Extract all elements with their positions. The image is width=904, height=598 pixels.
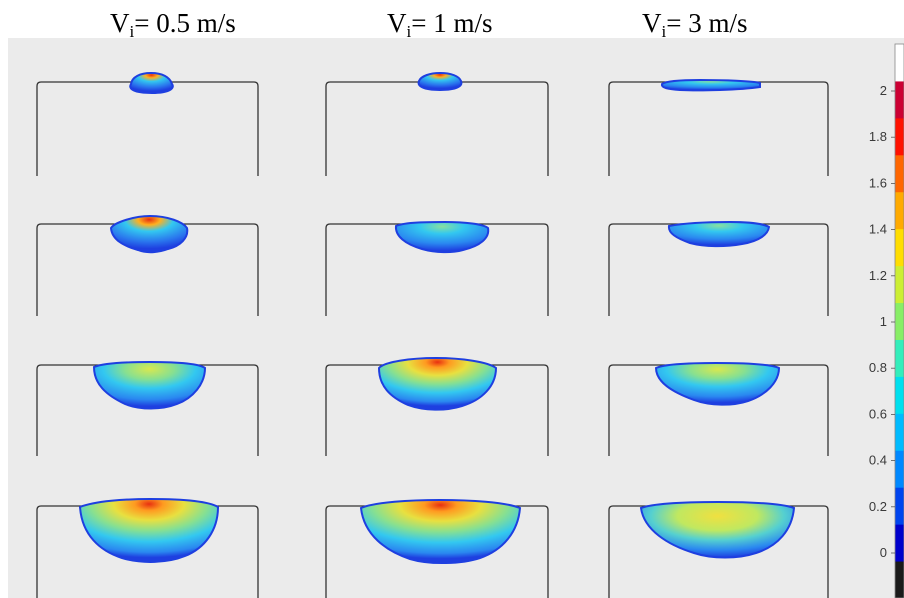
- deposit-r1-c2: [417, 71, 463, 92]
- deposit-r1-c3: [660, 78, 761, 92]
- column-title-3: Vi= 3 m/s: [642, 8, 748, 41]
- colorbar-segment: [895, 228, 904, 267]
- colorbar-segment: [895, 302, 904, 340]
- colorbar: [894, 43, 904, 598]
- colorbar-ticks: 2 1.8 1.6 1.4 1.2 1 0.8 0.6 0.4 0.2 0: [869, 83, 895, 560]
- colorbar-tick-label: 0.6: [869, 406, 887, 421]
- header: Vi= 0.5 m/s Vi= 1 m/s Vi= 3 m/s: [0, 0, 904, 41]
- deposit-r2-c1: [109, 214, 189, 254]
- colorbar-tick-label: 1.6: [869, 175, 887, 190]
- colorbar-tick-label: 1.4: [869, 222, 887, 237]
- colorbar-segment: [895, 44, 904, 82]
- colorbar-segment: [895, 376, 904, 414]
- deposit-r3-c1: [92, 360, 207, 410]
- colorbar-segment: [895, 487, 904, 525]
- deposit-r3-c2: [377, 356, 498, 411]
- colorbar-segment: [895, 450, 904, 488]
- colorbar-segment: [895, 413, 904, 451]
- deposits: [78, 71, 796, 565]
- deposit-r2-c2: [394, 220, 490, 254]
- deposit-r3-c3: [654, 361, 781, 406]
- colorbar-segment: [895, 339, 904, 377]
- colorbar-tick-label: 0: [880, 545, 887, 560]
- colorbar-segment: [895, 117, 904, 156]
- colorbar-tick-label: 1.2: [869, 268, 887, 283]
- deposit-r4-c3: [639, 500, 796, 559]
- colorbar-segment: [895, 561, 904, 598]
- colorbar-segment: [895, 80, 904, 119]
- column-title-1: Vi= 0.5 m/s: [110, 8, 236, 41]
- deposit-r4-c1: [78, 497, 220, 563]
- colorbar-tick-label: 0.2: [869, 499, 887, 514]
- colorbar-tick-label: 0.8: [869, 360, 887, 375]
- colorbar-tick-label: 2: [880, 83, 887, 98]
- colorbar-segment: [895, 154, 904, 193]
- deposit-r2-c3: [667, 220, 771, 248]
- colorbar-segment: [895, 524, 904, 562]
- colorbar-tick-label: 1.8: [869, 129, 887, 144]
- deposit-r1-c1: [129, 71, 174, 95]
- colorbar-segment: [895, 191, 904, 230]
- deposit-r4-c2: [359, 498, 522, 565]
- colorbar-frame: [894, 43, 904, 598]
- colorbar-tick-label: 1: [880, 314, 887, 329]
- colorbar-segment: [895, 265, 904, 304]
- colorbar-tick-label: 0.4: [869, 453, 887, 468]
- column-title-2: Vi= 1 m/s: [387, 8, 493, 41]
